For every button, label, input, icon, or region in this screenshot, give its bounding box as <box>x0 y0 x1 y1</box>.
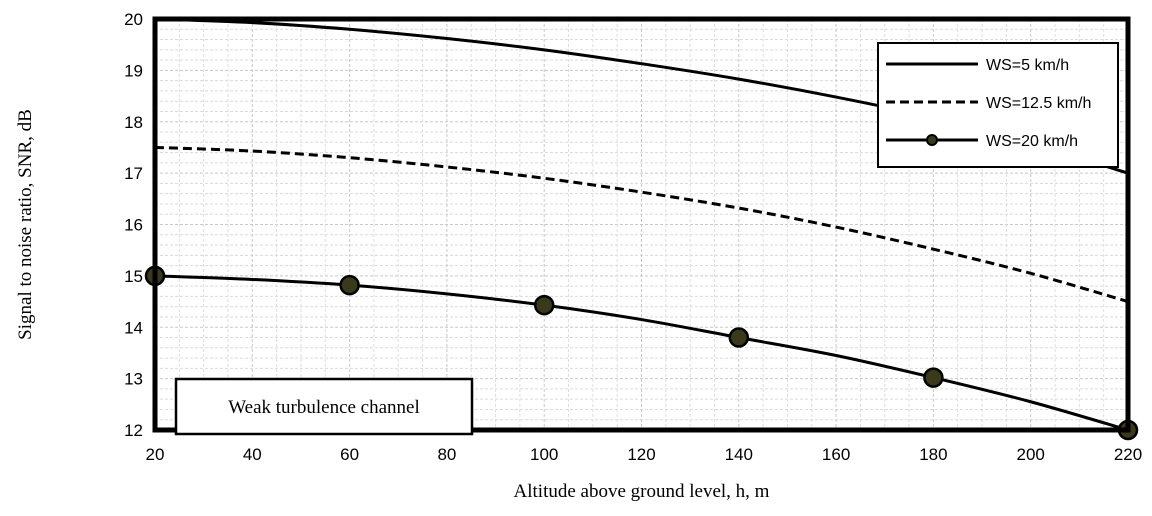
x-tick-label: 160 <box>822 445 850 464</box>
series-line-2 <box>154 145 1129 304</box>
y-tick-label: 15 <box>124 267 143 286</box>
legend-label-1: WS=5 km/h <box>986 57 1069 74</box>
x-tick-label: 120 <box>627 445 655 464</box>
legend-marker-3 <box>926 134 938 146</box>
legend-label-3: WS=20 km/h <box>986 133 1078 150</box>
tick-labels: 20 40 60 80 100 120 140 160 180 200 220 12 13 14 15 16 1… <box>124 10 1142 464</box>
plot-frame <box>152 16 1131 433</box>
legend-label-2: WS=12.5 km/h <box>986 95 1091 112</box>
x-tick-label: 80 <box>437 445 456 464</box>
y-tick-label: 18 <box>124 113 143 132</box>
series-3-marker <box>533 294 555 316</box>
y-tick-label: 16 <box>124 216 143 235</box>
y-tick-label: 12 <box>124 421 143 440</box>
y-tick-label: 17 <box>124 164 143 183</box>
annotation-frame <box>174 377 474 436</box>
x-tick-label: 40 <box>243 445 262 464</box>
x-axis-title: Altitude above ground level, h, m <box>514 481 770 502</box>
x-tick-label: 200 <box>1017 445 1045 464</box>
series-3-marker <box>728 327 750 348</box>
x-tick-label: 180 <box>919 445 947 464</box>
legend: WS=5 km/h WS=12.5 km/h WS=20 km/h <box>877 42 1119 168</box>
x-tick-label: 220 <box>1114 445 1142 464</box>
series-3-marker <box>339 274 360 296</box>
annotation-box: Weak turbulence channel <box>174 377 474 436</box>
x-tick-label: 60 <box>340 445 359 464</box>
y-tick-label: 20 <box>124 10 143 29</box>
annotation-text: Weak turbulence channel <box>228 397 420 418</box>
y-tick-label: 14 <box>124 318 143 337</box>
y-tick-label: 13 <box>124 370 143 389</box>
x-tick-label: 140 <box>725 445 753 464</box>
x-tick-label: 100 <box>530 445 558 464</box>
y-tick-label: 19 <box>124 61 143 80</box>
y-axis-title: Signal to noise ratio, SNR, dB <box>15 109 36 340</box>
x-tick-label: 20 <box>146 445 165 464</box>
series-3-marker <box>923 367 944 388</box>
series-line-3 <box>154 274 1129 432</box>
